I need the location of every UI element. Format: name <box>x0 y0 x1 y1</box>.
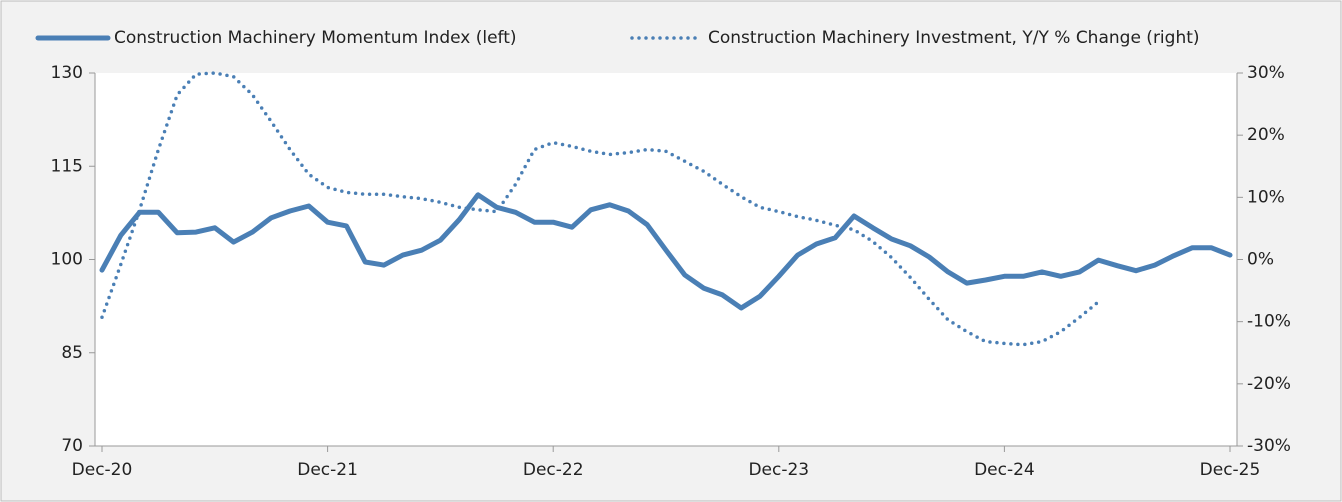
series-line <box>100 71 1101 347</box>
legend-label: Construction Machinery Investment, Y/Y %… <box>708 28 1200 48</box>
x-tick-label: Dec-20 <box>72 460 133 480</box>
x-tick-label: Dec-21 <box>297 460 358 480</box>
x-tick-label: Dec-22 <box>523 460 584 480</box>
y-tick-label: 85 <box>61 343 83 363</box>
y-tick-label: 70 <box>61 436 83 456</box>
legend-label: Construction Machinery Momentum Index (l… <box>114 28 517 48</box>
y2-tick-label: -10% <box>1247 312 1291 332</box>
y2-tick-label: -30% <box>1247 436 1291 456</box>
plot-area <box>95 73 1237 446</box>
y2-tick-label: 30% <box>1247 63 1285 83</box>
y2-tick-label: 20% <box>1247 125 1285 145</box>
series-line <box>99 192 1233 311</box>
y2-tick-label: 10% <box>1247 187 1285 207</box>
x-tick-label: Dec-24 <box>974 460 1035 480</box>
x-tick-label: Dec-23 <box>748 460 809 480</box>
y-tick-label: 100 <box>51 250 83 270</box>
y2-tick-label: 0% <box>1247 250 1274 270</box>
y-tick-label: 115 <box>51 156 83 176</box>
y-tick-label: 130 <box>51 63 83 83</box>
x-tick-label: Dec-25 <box>1200 460 1261 480</box>
y2-tick-label: -20% <box>1247 374 1291 394</box>
